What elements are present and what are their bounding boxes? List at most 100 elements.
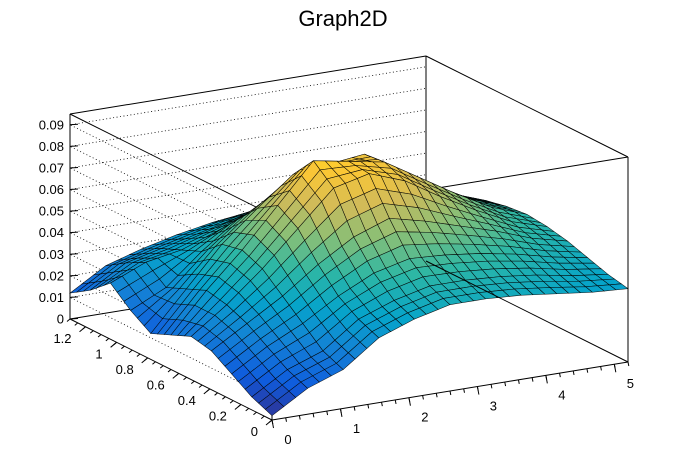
y-tick-label: 0	[251, 424, 258, 439]
y-tick-label: 1.2	[53, 331, 71, 346]
right-bottom-edge	[425, 260, 629, 363]
x-tick-label: 5	[627, 376, 634, 391]
x-minor-tick	[504, 381, 507, 387]
y-minor-tick	[190, 380, 195, 385]
x-minor-tick	[339, 408, 342, 413]
y-minor-tick	[105, 338, 110, 342]
y-minor-tick	[144, 357, 149, 361]
y-minor-tick	[128, 349, 133, 353]
y-minor-tick	[159, 365, 164, 369]
z-tick-label: 0.04	[39, 225, 64, 240]
z-grid-line	[68, 66, 427, 227]
y-minor-tick	[198, 384, 203, 388]
y-minor-tick	[237, 404, 242, 408]
x-minor-tick	[490, 384, 493, 389]
top-left-edge	[69, 113, 273, 216]
x-minor-tick	[449, 390, 452, 396]
x-minor-tick	[627, 361, 630, 367]
z-tick	[69, 166, 79, 169]
x-minor-tick	[326, 410, 329, 416]
z-tick-label: 0.02	[39, 268, 64, 283]
z-grid-line	[68, 131, 427, 291]
y-minor-tick	[152, 361, 156, 365]
y-minor-tick	[222, 396, 226, 400]
z-tick	[69, 145, 79, 147]
x-minor-tick	[613, 364, 616, 369]
z-tick-label: 0.06	[39, 182, 64, 197]
y-minor-tick	[89, 330, 94, 334]
top-right-edge	[425, 55, 629, 158]
x-minor-tick	[394, 399, 397, 405]
y-minor-tick	[82, 326, 86, 330]
x-minor-tick	[531, 377, 534, 382]
z-tick	[69, 231, 79, 234]
x-tick-label: 0	[284, 432, 291, 447]
x-minor-tick	[545, 375, 548, 380]
y-minor-tick	[260, 415, 265, 419]
y-tick-label: 0.8	[116, 362, 134, 377]
x-minor-tick	[381, 402, 383, 407]
x-tick-label: 4	[558, 387, 565, 402]
z-tick	[69, 318, 79, 320]
x-tick-label: 3	[490, 399, 497, 414]
z-tick	[69, 274, 79, 277]
x-minor-tick	[586, 368, 589, 373]
chart-title: Graph2D	[298, 6, 387, 31]
y-tick-label: 0.2	[209, 408, 227, 423]
z-tick-label: 0.08	[39, 139, 64, 154]
z-tick	[69, 210, 79, 212]
y-minor-tick	[113, 341, 117, 346]
x-minor-tick	[572, 370, 575, 376]
y-minor-tick	[175, 373, 180, 377]
y-minor-tick	[66, 318, 71, 322]
x-minor-tick	[353, 406, 356, 411]
y-minor-tick	[206, 388, 211, 392]
z-tick-label: 0.07	[39, 160, 64, 175]
z-grid-line	[68, 109, 427, 270]
x-minor-tick	[422, 395, 424, 400]
y-minor-tick	[253, 411, 257, 416]
y-minor-tick	[229, 400, 234, 404]
x-minor-tick	[476, 386, 479, 391]
y-minor-tick	[214, 392, 218, 396]
x-minor-tick	[600, 366, 602, 371]
z-tick	[69, 253, 79, 255]
z-tick-label: 0.01	[39, 290, 64, 305]
back-top-edge	[69, 55, 427, 115]
y-minor-tick	[167, 369, 172, 373]
y-minor-tick	[183, 376, 187, 381]
z-tick	[69, 123, 79, 126]
y-minor-tick	[121, 345, 125, 350]
x-minor-tick	[435, 393, 438, 398]
z-tick-label: 0	[57, 312, 64, 327]
y-minor-tick	[74, 322, 79, 326]
z-tick	[69, 188, 79, 191]
y-minor-tick	[97, 334, 102, 338]
y-tick-label: 0.6	[147, 377, 165, 392]
y-minor-tick	[136, 353, 141, 357]
x-minor-tick	[298, 415, 301, 420]
x-minor-tick	[271, 419, 274, 425]
z-tick	[69, 296, 79, 298]
y-tick-label: 1	[95, 346, 102, 361]
surface-mesh	[69, 153, 629, 417]
surface-cell	[608, 283, 629, 291]
y-minor-tick	[268, 419, 273, 423]
x-minor-tick	[312, 413, 315, 418]
x-minor-tick	[408, 397, 411, 402]
y-minor-tick	[245, 407, 250, 412]
axis-ticks: 0 0.01 0.02 0.03 0.04 0.05 0.06 0.07 0.08 0.09 0 0.…	[39, 117, 634, 447]
x-minor-tick	[463, 388, 465, 393]
x-minor-tick	[559, 373, 561, 378]
x-minor-tick	[517, 379, 520, 384]
y-tick-label: 0.4	[178, 393, 196, 408]
x-minor-tick	[367, 404, 370, 409]
x-tick-label: 2	[421, 410, 428, 425]
x-tick-label: 1	[353, 421, 360, 436]
z-tick-label: 0.05	[39, 204, 64, 219]
z-tick-label: 0.09	[39, 117, 64, 132]
z-grid-line	[68, 87, 427, 248]
x-minor-tick	[285, 417, 287, 422]
